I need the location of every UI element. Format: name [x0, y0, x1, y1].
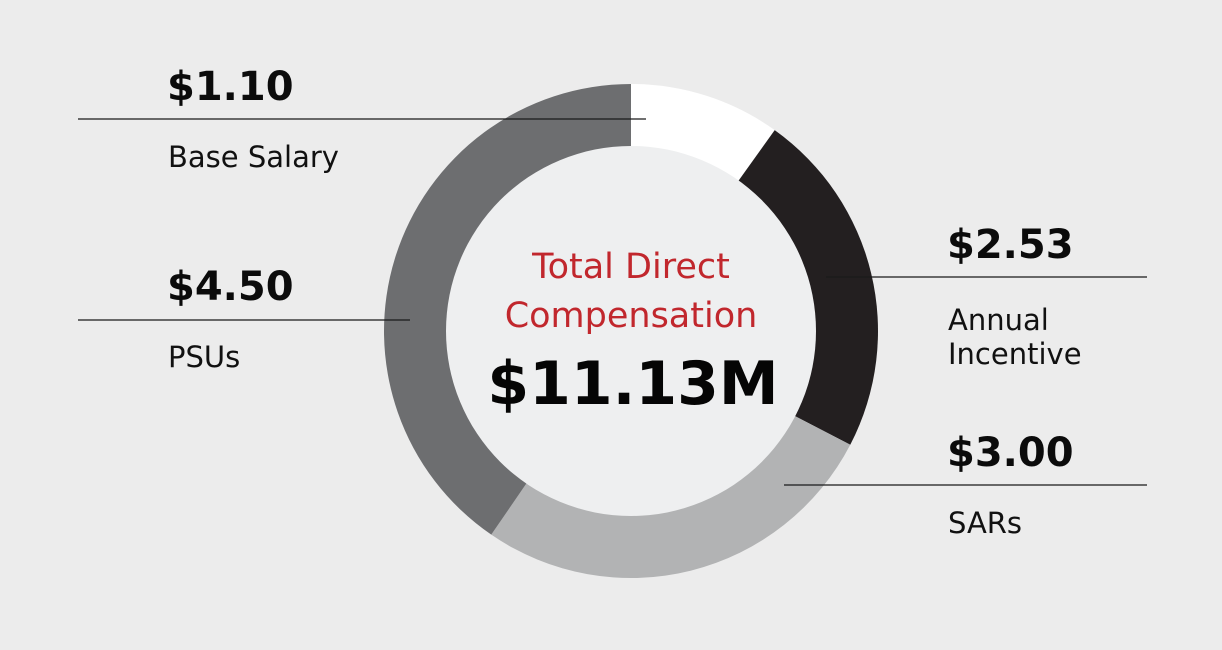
value-label-annual-incentive: $2.53 — [947, 222, 1074, 268]
slice-label-psus: PSUs — [168, 340, 240, 374]
slice-label-annual-incentive-line2: Incentive — [948, 337, 1082, 371]
slice-label-base-salary: Base Salary — [168, 140, 339, 174]
donut-center — [446, 146, 816, 516]
value-label-base-salary: $1.10 — [167, 64, 294, 110]
slice-label-sars: SARs — [948, 506, 1022, 540]
slice-label-annual-incentive-line1: Annual — [948, 303, 1049, 337]
center-title-line2: Compensation — [505, 296, 758, 336]
value-label-psus: $4.50 — [167, 264, 294, 310]
center-title-line1: Total Direct — [531, 247, 730, 287]
value-label-sars: $3.00 — [947, 430, 1074, 476]
center-total: $11.13M — [487, 349, 778, 419]
